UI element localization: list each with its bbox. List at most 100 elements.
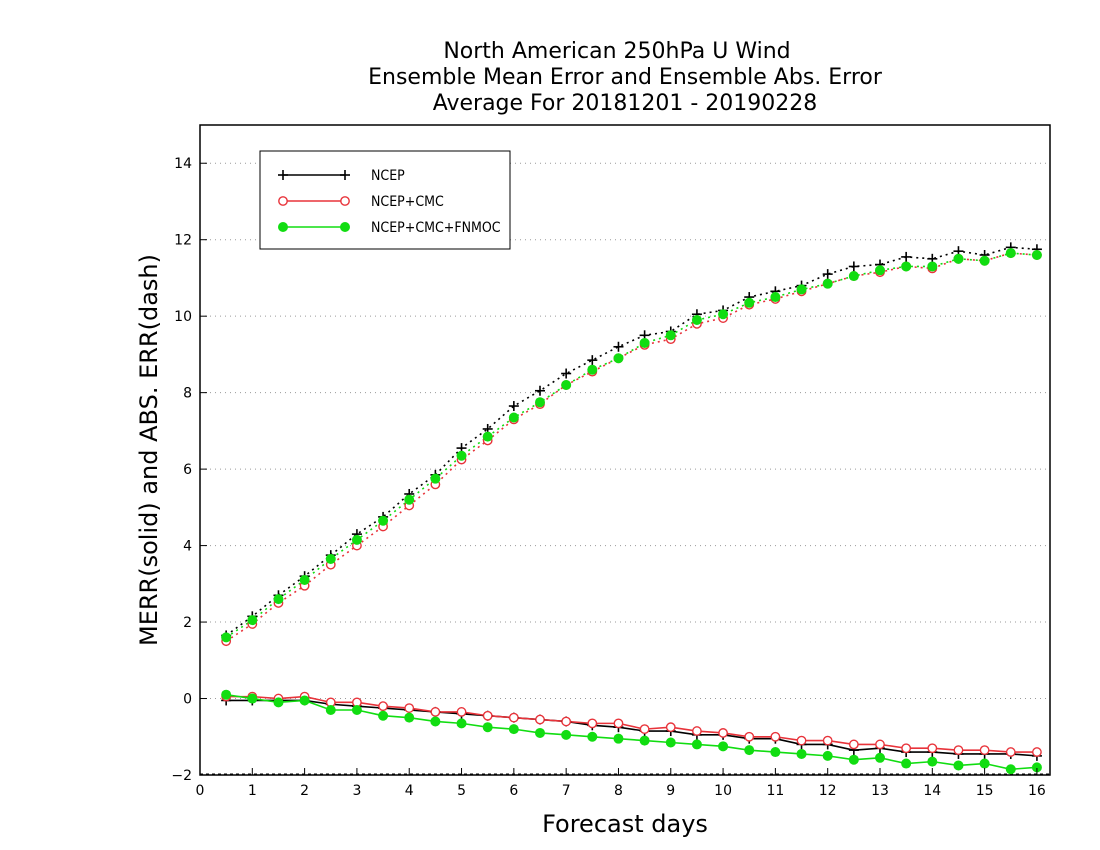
- ncep-cmc-fnmoc-abs-err-point: [430, 473, 441, 484]
- y-axis-title: MERR(solid) and ABS. ERR(dash): [135, 254, 163, 646]
- ncep-cmc-fnmoc-merr-point: [665, 737, 676, 748]
- ncep-cmc-fnmoc-merr-point: [430, 716, 441, 727]
- ncep-cmc-fnmoc-abs-err-point: [247, 615, 258, 626]
- ncep-cmc-merr-point: [796, 735, 807, 746]
- ncep-cmc-merr-point: [953, 745, 964, 756]
- ncep-abs-err-point: [561, 368, 572, 379]
- ncep-abs-err-point: [535, 385, 545, 396]
- ncep-cmc-fnmoc-abs-err-point: [1031, 250, 1042, 260]
- ncep-cmc-fnmoc-abs-err-point: [378, 515, 389, 526]
- ncep-cmc-fnmoc-merr-point: [508, 724, 519, 735]
- legend: NCEP NCEP+CMC NCEP+CMC+FNMOC: [259, 150, 511, 250]
- ncep-cmc-fnmoc-merr-point: [561, 729, 572, 740]
- ncep-cmc-merr-point: [1005, 747, 1016, 757]
- ncep-cmc-fnmoc-merr-point: [325, 705, 336, 715]
- legend-marker-ncep-cmc: [278, 196, 288, 206]
- ncep-cmc-fnmoc-abs-err-point: [508, 412, 519, 423]
- ncep-cmc-fnmoc-merr-point: [1005, 764, 1016, 775]
- ncep-cmc-fnmoc-abs-err-point: [770, 292, 781, 303]
- ncep-cmc-fnmoc-abs-err-point: [665, 330, 676, 341]
- ncep-cmc-fnmoc-merr-point: [848, 754, 859, 765]
- x-tick-label: 12: [819, 783, 837, 799]
- ncep-cmc-merr-point: [770, 731, 781, 742]
- y-tick-label: 8: [183, 386, 192, 402]
- ncep-cmc-fnmoc-abs-err-point: [822, 278, 833, 289]
- x-tick-label: 6: [509, 783, 518, 799]
- x-tick-label: 10: [714, 783, 732, 799]
- ncep-cmc-fnmoc-merr-point: [378, 710, 389, 721]
- ncep-cmc-fnmoc-merr-point: [639, 735, 650, 746]
- ncep-cmc-fnmoc-abs-err-point: [587, 364, 598, 375]
- ncep-cmc-merr-point: [587, 718, 598, 729]
- ncep-cmc-fnmoc-merr-point: [299, 695, 310, 706]
- ncep-cmc-fnmoc-merr-point: [273, 697, 284, 708]
- series-layer: [221, 242, 1042, 775]
- x-tick-label: 2: [300, 783, 309, 799]
- x-tick-label: 13: [871, 783, 889, 799]
- x-tick-label: 15: [976, 783, 994, 799]
- ncep-cmc-merr-point: [404, 703, 415, 713]
- ncep-cmc-fnmoc-merr-point: [927, 756, 938, 767]
- ncep-cmc-merr-point: [744, 731, 755, 742]
- ncep-cmc-fnmoc-abs-err-point: [848, 271, 859, 282]
- legend-marker-ncep: [278, 170, 288, 180]
- x-tick-label: 1: [248, 783, 257, 799]
- ncep-cmc-fnmoc-abs-err-point: [744, 297, 755, 308]
- ncep-cmc-merr-point: [561, 716, 572, 727]
- chart-title-line-2: Ensemble Mean Error and Ensemble Abs. Er…: [368, 65, 883, 90]
- x-tick-label: 5: [457, 783, 466, 799]
- ncep-cmc-fnmoc-merr-point: [953, 760, 964, 771]
- ncep-cmc-merr-point: [848, 739, 859, 750]
- ncep-cmc-fnmoc-merr-point: [1031, 762, 1042, 773]
- ncep-cmc-fnmoc-abs-err-point: [691, 315, 702, 325]
- ncep-cmc-fnmoc-merr-point: [587, 731, 598, 742]
- ncep-cmc-fnmoc-merr-point: [822, 750, 833, 761]
- legend-label-ncep-cmc: NCEP+CMC: [371, 194, 444, 210]
- ncep-cmc-fnmoc-abs-err-point: [639, 337, 650, 348]
- ncep-cmc-fnmoc-abs-err-point: [325, 553, 336, 564]
- ncep-cmc-fnmoc-merr-point: [796, 748, 807, 759]
- x-tick-label: 14: [923, 783, 941, 799]
- legend-marker-ncep-cmc-fnmoc: [340, 222, 350, 232]
- ncep-cmc-fnmoc-abs-err-point: [456, 450, 467, 461]
- legend-marker-ncep: [340, 170, 350, 180]
- ncep-abs-err-point: [822, 269, 833, 280]
- ncep-cmc-fnmoc-merr-point: [247, 693, 258, 704]
- x-tick-label: 8: [614, 783, 623, 799]
- y-tick-label: 4: [183, 539, 192, 555]
- y-tick-label: −2: [171, 768, 192, 784]
- ncep-cmc-fnmoc-merr-point: [482, 722, 493, 733]
- ncep-cmc-fnmoc-abs-err-line: [225, 252, 1037, 639]
- plot-frame: [199, 124, 1051, 776]
- ncep-cmc-fnmoc-merr-point: [535, 727, 545, 738]
- x-tick-label: 7: [562, 783, 571, 799]
- ncep-cmc-fnmoc-abs-err-point: [535, 397, 545, 408]
- ncep-cmc-fnmoc-abs-err-point: [979, 255, 990, 266]
- ncep-cmc-merr-point: [508, 712, 519, 723]
- ncep-cmc-fnmoc-abs-err-point: [796, 284, 807, 295]
- ncep-cmc-merr-point: [456, 707, 467, 717]
- x-tick-label: 9: [666, 783, 675, 799]
- ncep-cmc-fnmoc-abs-err-point: [404, 494, 415, 505]
- x-axis-title: Forecast days: [542, 810, 708, 838]
- x-tick-label: 11: [766, 783, 784, 799]
- ncep-abs-err-line: [225, 246, 1037, 637]
- ncep-cmc-merr-point: [927, 743, 938, 754]
- ncep-cmc-fnmoc-abs-err-point: [953, 253, 964, 264]
- ncep-cmc-fnmoc-abs-err-point: [561, 380, 572, 390]
- x-tick-label: 3: [352, 783, 361, 799]
- ncep-cmc-fnmoc-abs-err-point: [901, 261, 912, 272]
- legend-box: [259, 150, 511, 250]
- ncep-abs-err-point: [613, 341, 624, 352]
- y-tick-label: 14: [174, 156, 192, 172]
- legend-label-ncep-cmc-fnmoc: NCEP+CMC+FNMOC: [371, 220, 501, 236]
- ncep-cmc-fnmoc-abs-err-point: [351, 534, 362, 545]
- y-tick-label: 0: [183, 692, 192, 708]
- ncep-cmc-fnmoc-merr-point: [351, 705, 362, 715]
- ncep-cmc-merr-point: [822, 735, 833, 746]
- ncep-cmc-fnmoc-merr-point: [875, 752, 885, 763]
- ncep-cmc-fnmoc-abs-err-point: [273, 594, 284, 605]
- ncep-abs-err-point: [901, 251, 912, 262]
- ncep-cmc-fnmoc-abs-err-point: [875, 265, 885, 276]
- ncep-abs-err-point: [848, 261, 859, 272]
